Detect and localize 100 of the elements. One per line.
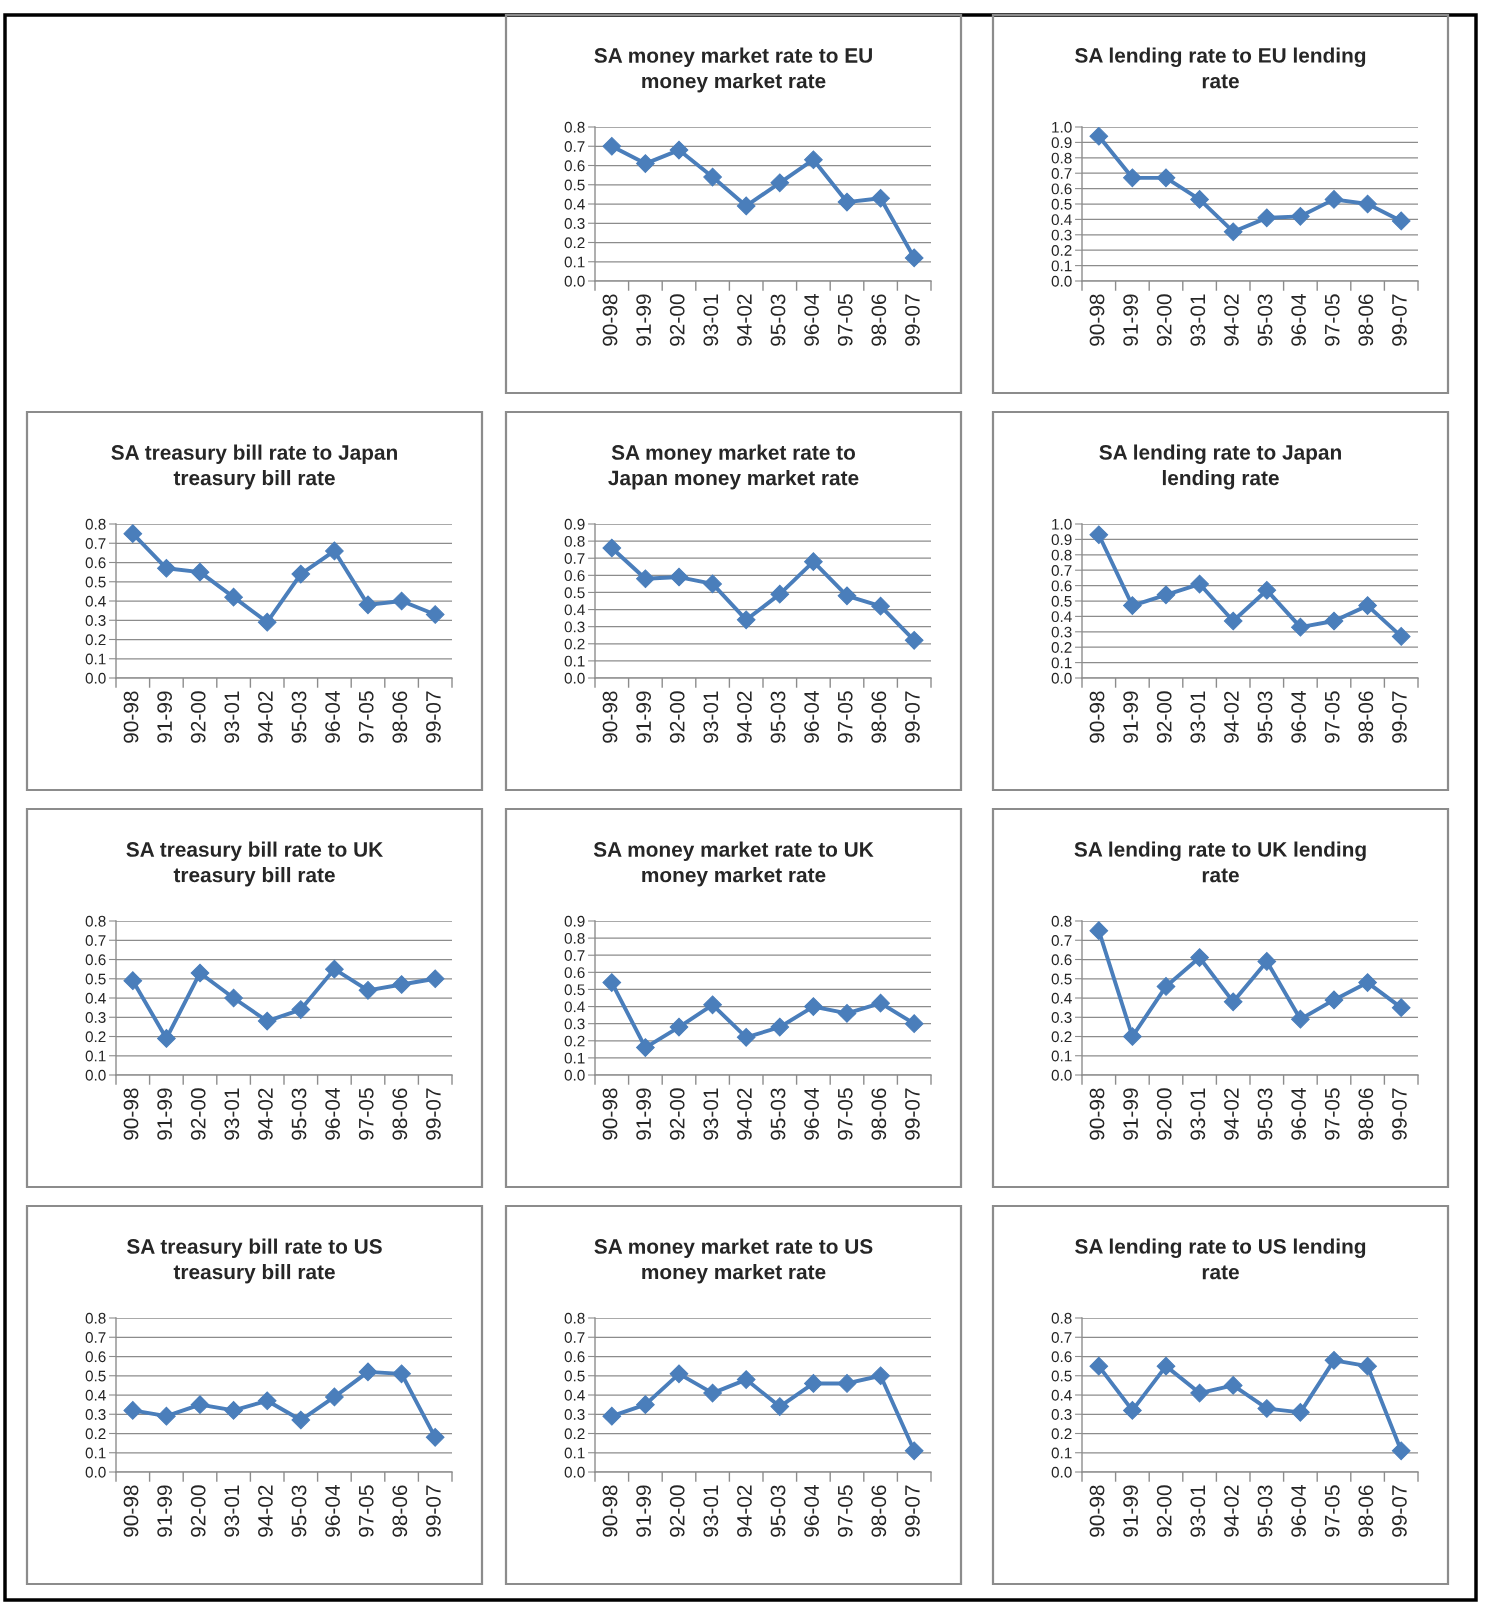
point — [602, 538, 622, 558]
y-tick-label: 0.6 — [85, 557, 106, 569]
point — [770, 1017, 790, 1037]
y-tick-label: 0.6 — [1051, 1351, 1072, 1363]
point — [669, 1364, 689, 1384]
x-tick-label: 90-98 — [123, 1485, 139, 1537]
point — [392, 975, 411, 994]
point — [636, 154, 655, 173]
x-tick-label: 93-01 — [703, 691, 719, 743]
x-tick-label: 92-00 — [1156, 1088, 1172, 1140]
x-tick-label: 97-05 — [837, 294, 853, 346]
point — [837, 1374, 857, 1393]
point — [1291, 206, 1310, 226]
x-tick-label: 91-99 — [636, 691, 651, 743]
x-tick-label: 96-04 — [1291, 294, 1306, 346]
x-tick-label: 95-03 — [770, 691, 786, 743]
point — [804, 552, 823, 571]
point — [904, 1014, 924, 1034]
point — [770, 584, 790, 604]
y-tick-label: 0.4 — [564, 1389, 585, 1401]
x-tick-label: 97-05 — [837, 691, 853, 743]
point — [1156, 1356, 1176, 1376]
x-tick-label: 98-06 — [871, 1485, 887, 1537]
point — [669, 567, 689, 587]
y-tick-label: 0.2 — [1051, 1031, 1072, 1043]
point — [602, 136, 622, 156]
x-tick-label: 95-03 — [770, 294, 786, 346]
x-tick-label: 98-06 — [1358, 294, 1374, 346]
point — [1123, 1401, 1142, 1420]
y-tick-label: 0.1 — [564, 1052, 585, 1064]
point — [1358, 194, 1377, 214]
y-tick-label: 0.7 — [564, 141, 585, 152]
point — [1190, 190, 1209, 209]
x-tick-label: 90-98 — [123, 1088, 139, 1140]
point — [1223, 222, 1243, 242]
y-tick-label: 0.0 — [1051, 1466, 1072, 1478]
point — [157, 1406, 176, 1426]
point — [703, 995, 722, 1015]
point — [358, 980, 378, 1000]
x-tick-label: 94-02 — [737, 1485, 752, 1537]
point — [904, 248, 924, 268]
y-tick-label: 0.6 — [85, 1351, 106, 1363]
y-tick-label: 0.3 — [1051, 229, 1072, 241]
x-tick-label: 90-98 — [1089, 294, 1105, 346]
chart-title: SA money market rate to US money market rate — [594, 1238, 873, 1284]
point — [1123, 168, 1142, 188]
y-tick-label: 1.0 — [1052, 518, 1072, 530]
x-tick-label: 92-00 — [190, 1088, 206, 1140]
y-tick-label: 0.8 — [1051, 549, 1072, 561]
x-tick-label: 92-00 — [1156, 1485, 1172, 1537]
x-tick-label: 96-04 — [804, 691, 819, 743]
y-tick-label: 0.5 — [85, 576, 106, 588]
point — [904, 1441, 924, 1461]
y-tick-label: 0.7 — [1051, 565, 1072, 576]
y-tick-label: 0.8 — [564, 932, 585, 944]
y-tick-label: 1.0 — [1052, 121, 1072, 133]
point — [871, 188, 890, 208]
x-tick-label: 94-02 — [737, 691, 752, 743]
x-tick-label: 93-01 — [1190, 691, 1206, 743]
y-tick-label: 0.6 — [1051, 954, 1072, 966]
x-tick-label: 99-07 — [905, 1485, 920, 1537]
x-tick-label: 99-07 — [426, 1088, 441, 1140]
y-tick-label: 0.3 — [1051, 1012, 1072, 1023]
x-tick-label: 90-98 — [602, 1088, 618, 1140]
x-tick-label: 92-00 — [669, 691, 685, 743]
y-tick-label: 0.2 — [1051, 245, 1072, 256]
x-tick-label: 90-98 — [602, 294, 618, 346]
point — [837, 586, 857, 606]
y-tick-label: 0.8 — [85, 518, 106, 530]
x-tick-label: 92-00 — [669, 1485, 685, 1537]
y-tick-label: 0.9 — [564, 915, 585, 927]
y-tick-label: 0.1 — [1051, 260, 1072, 272]
y-tick-label: 0.1 — [85, 1447, 106, 1459]
x-tick-label: 94-02 — [1224, 1088, 1239, 1140]
point — [1156, 585, 1176, 605]
x-tick-label: 95-03 — [291, 1485, 307, 1537]
y-tick-label: 0.8 — [1051, 915, 1072, 927]
y-tick-label: 0.9 — [1051, 534, 1072, 546]
y-tick-label: 0.5 — [1051, 1370, 1072, 1382]
x-tick-label: 96-04 — [1291, 1485, 1306, 1537]
y-tick-label: 0.3 — [564, 1409, 585, 1420]
x-tick-label: 91-99 — [1123, 1088, 1138, 1140]
point — [1089, 127, 1109, 146]
y-tick-label: 0.4 — [1051, 1389, 1072, 1401]
point — [1324, 990, 1344, 1010]
x-tick-label: 91-99 — [636, 294, 651, 346]
y-tick-label: 0.5 — [85, 1370, 106, 1382]
y-tick-label: 0.4 — [85, 595, 106, 607]
x-tick-label: 98-06 — [1358, 1485, 1374, 1537]
y-tick-label: 0.5 — [564, 179, 585, 191]
y-tick-label: 0.6 — [564, 570, 585, 582]
x-tick-label: 93-01 — [703, 1485, 719, 1537]
y-tick-label: 0.8 — [1051, 1312, 1072, 1324]
y-tick-label: 0.6 — [564, 1351, 585, 1363]
point — [736, 1370, 756, 1389]
y-tick-label: 0.4 — [85, 1389, 106, 1401]
x-tick-label: 94-02 — [737, 294, 752, 346]
point — [669, 140, 689, 160]
y-tick-label: 0.5 — [564, 587, 585, 599]
point — [1291, 1402, 1310, 1422]
